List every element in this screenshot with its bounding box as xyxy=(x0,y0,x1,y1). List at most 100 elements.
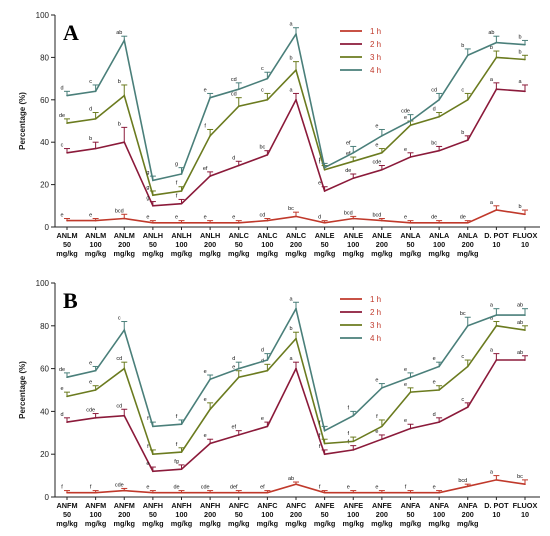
x-tick-label: mg/kg xyxy=(314,249,336,258)
data-point xyxy=(381,168,383,171)
data-point xyxy=(94,90,97,93)
x-tick-label: ANFM xyxy=(114,501,135,510)
significance-label: bcd xyxy=(372,213,381,219)
significance-label: ab xyxy=(116,30,122,36)
x-tick-label: 10 xyxy=(521,240,529,249)
data-point xyxy=(266,219,269,222)
significance-label: f xyxy=(319,157,321,163)
data-point xyxy=(295,69,297,71)
data-point xyxy=(266,99,269,101)
x-tick-label: mg/kg xyxy=(85,249,107,258)
data-point xyxy=(94,389,97,391)
significance-label: f xyxy=(147,444,149,450)
data-point xyxy=(295,215,297,218)
significance-label: ef xyxy=(260,485,265,491)
x-tick-label: mg/kg xyxy=(457,249,479,258)
data-point xyxy=(352,160,355,163)
significance-label: a xyxy=(289,22,293,28)
significance-label: a xyxy=(490,470,494,476)
significance-label: cd xyxy=(116,356,122,362)
significance-label: e xyxy=(375,123,378,129)
x-tick-label: 100 xyxy=(90,510,102,519)
data-point xyxy=(123,414,126,417)
panel-letter: A xyxy=(63,20,79,45)
data-point xyxy=(123,329,126,331)
data-point xyxy=(495,314,498,316)
x-tick-label: ANFC xyxy=(257,501,278,510)
data-point xyxy=(466,365,469,368)
x-tick-label: mg/kg xyxy=(428,249,450,258)
significance-label: de xyxy=(460,215,466,221)
y-tick-label: 0 xyxy=(45,223,50,232)
significance-label: e xyxy=(375,143,378,149)
x-tick-label: mg/kg xyxy=(199,519,221,528)
data-point xyxy=(438,221,440,224)
data-point xyxy=(94,491,97,494)
data-point xyxy=(524,359,526,361)
x-tick-label: 200 xyxy=(118,240,130,249)
data-point xyxy=(409,221,412,224)
significance-label: f xyxy=(319,160,321,166)
data-point xyxy=(352,440,355,443)
legend-label: 1 h xyxy=(370,295,381,304)
significance-label: d xyxy=(232,356,235,362)
data-point xyxy=(237,105,240,107)
significance-label: cd xyxy=(231,77,237,83)
significance-label: ab xyxy=(288,476,294,482)
data-point xyxy=(152,453,154,456)
x-tick-label: ANLH xyxy=(143,231,163,240)
x-tick-label: 200 xyxy=(204,510,216,519)
data-point xyxy=(180,468,183,470)
significance-label: b xyxy=(118,79,121,85)
data-point xyxy=(209,408,211,411)
data-point xyxy=(495,479,498,481)
x-tick-label: mg/kg xyxy=(257,249,279,258)
data-point xyxy=(209,221,211,224)
significance-label: fg xyxy=(174,459,179,465)
y-tick-label: 100 xyxy=(36,11,50,20)
data-point xyxy=(438,99,440,101)
data-point xyxy=(524,58,526,61)
significance-label: ef xyxy=(346,151,351,157)
x-tick-label: mg/kg xyxy=(343,519,365,528)
x-tick-label: ANFH xyxy=(171,501,191,510)
significance-label: d xyxy=(318,215,321,221)
data-point xyxy=(152,221,154,224)
x-tick-label: 50 xyxy=(63,510,71,519)
x-tick-label: 200 xyxy=(462,510,474,519)
data-point xyxy=(180,491,183,494)
x-tick-label: ANFC xyxy=(286,501,307,510)
data-point xyxy=(323,221,326,224)
legend-label: 1 h xyxy=(370,27,381,36)
data-point xyxy=(495,325,498,327)
x-tick-label: mg/kg xyxy=(114,519,136,528)
significance-label: e xyxy=(146,215,149,221)
significance-label: f xyxy=(176,442,178,448)
data-point xyxy=(209,135,211,137)
significance-label: e xyxy=(404,147,407,153)
significance-label: bc xyxy=(431,140,437,146)
x-tick-label: 50 xyxy=(235,240,243,249)
data-point xyxy=(123,141,126,143)
data-point xyxy=(180,173,183,175)
significance-label: f xyxy=(176,193,178,199)
x-tick-label: ANFE xyxy=(315,501,335,510)
significance-label: e xyxy=(261,416,264,422)
data-point xyxy=(381,491,383,494)
significance-label: bc xyxy=(259,145,265,151)
data-point xyxy=(466,54,469,57)
y-tick-label: 40 xyxy=(40,138,49,147)
data-point xyxy=(123,489,126,492)
x-tick-label: ANLM xyxy=(85,231,106,240)
data-point xyxy=(466,485,469,488)
significance-label: bcd xyxy=(344,210,353,216)
significance-label: b xyxy=(518,49,521,55)
significance-label: c xyxy=(261,66,264,72)
significance-label: ab xyxy=(517,350,523,356)
significance-label: cd xyxy=(116,403,122,409)
data-point xyxy=(66,219,68,222)
